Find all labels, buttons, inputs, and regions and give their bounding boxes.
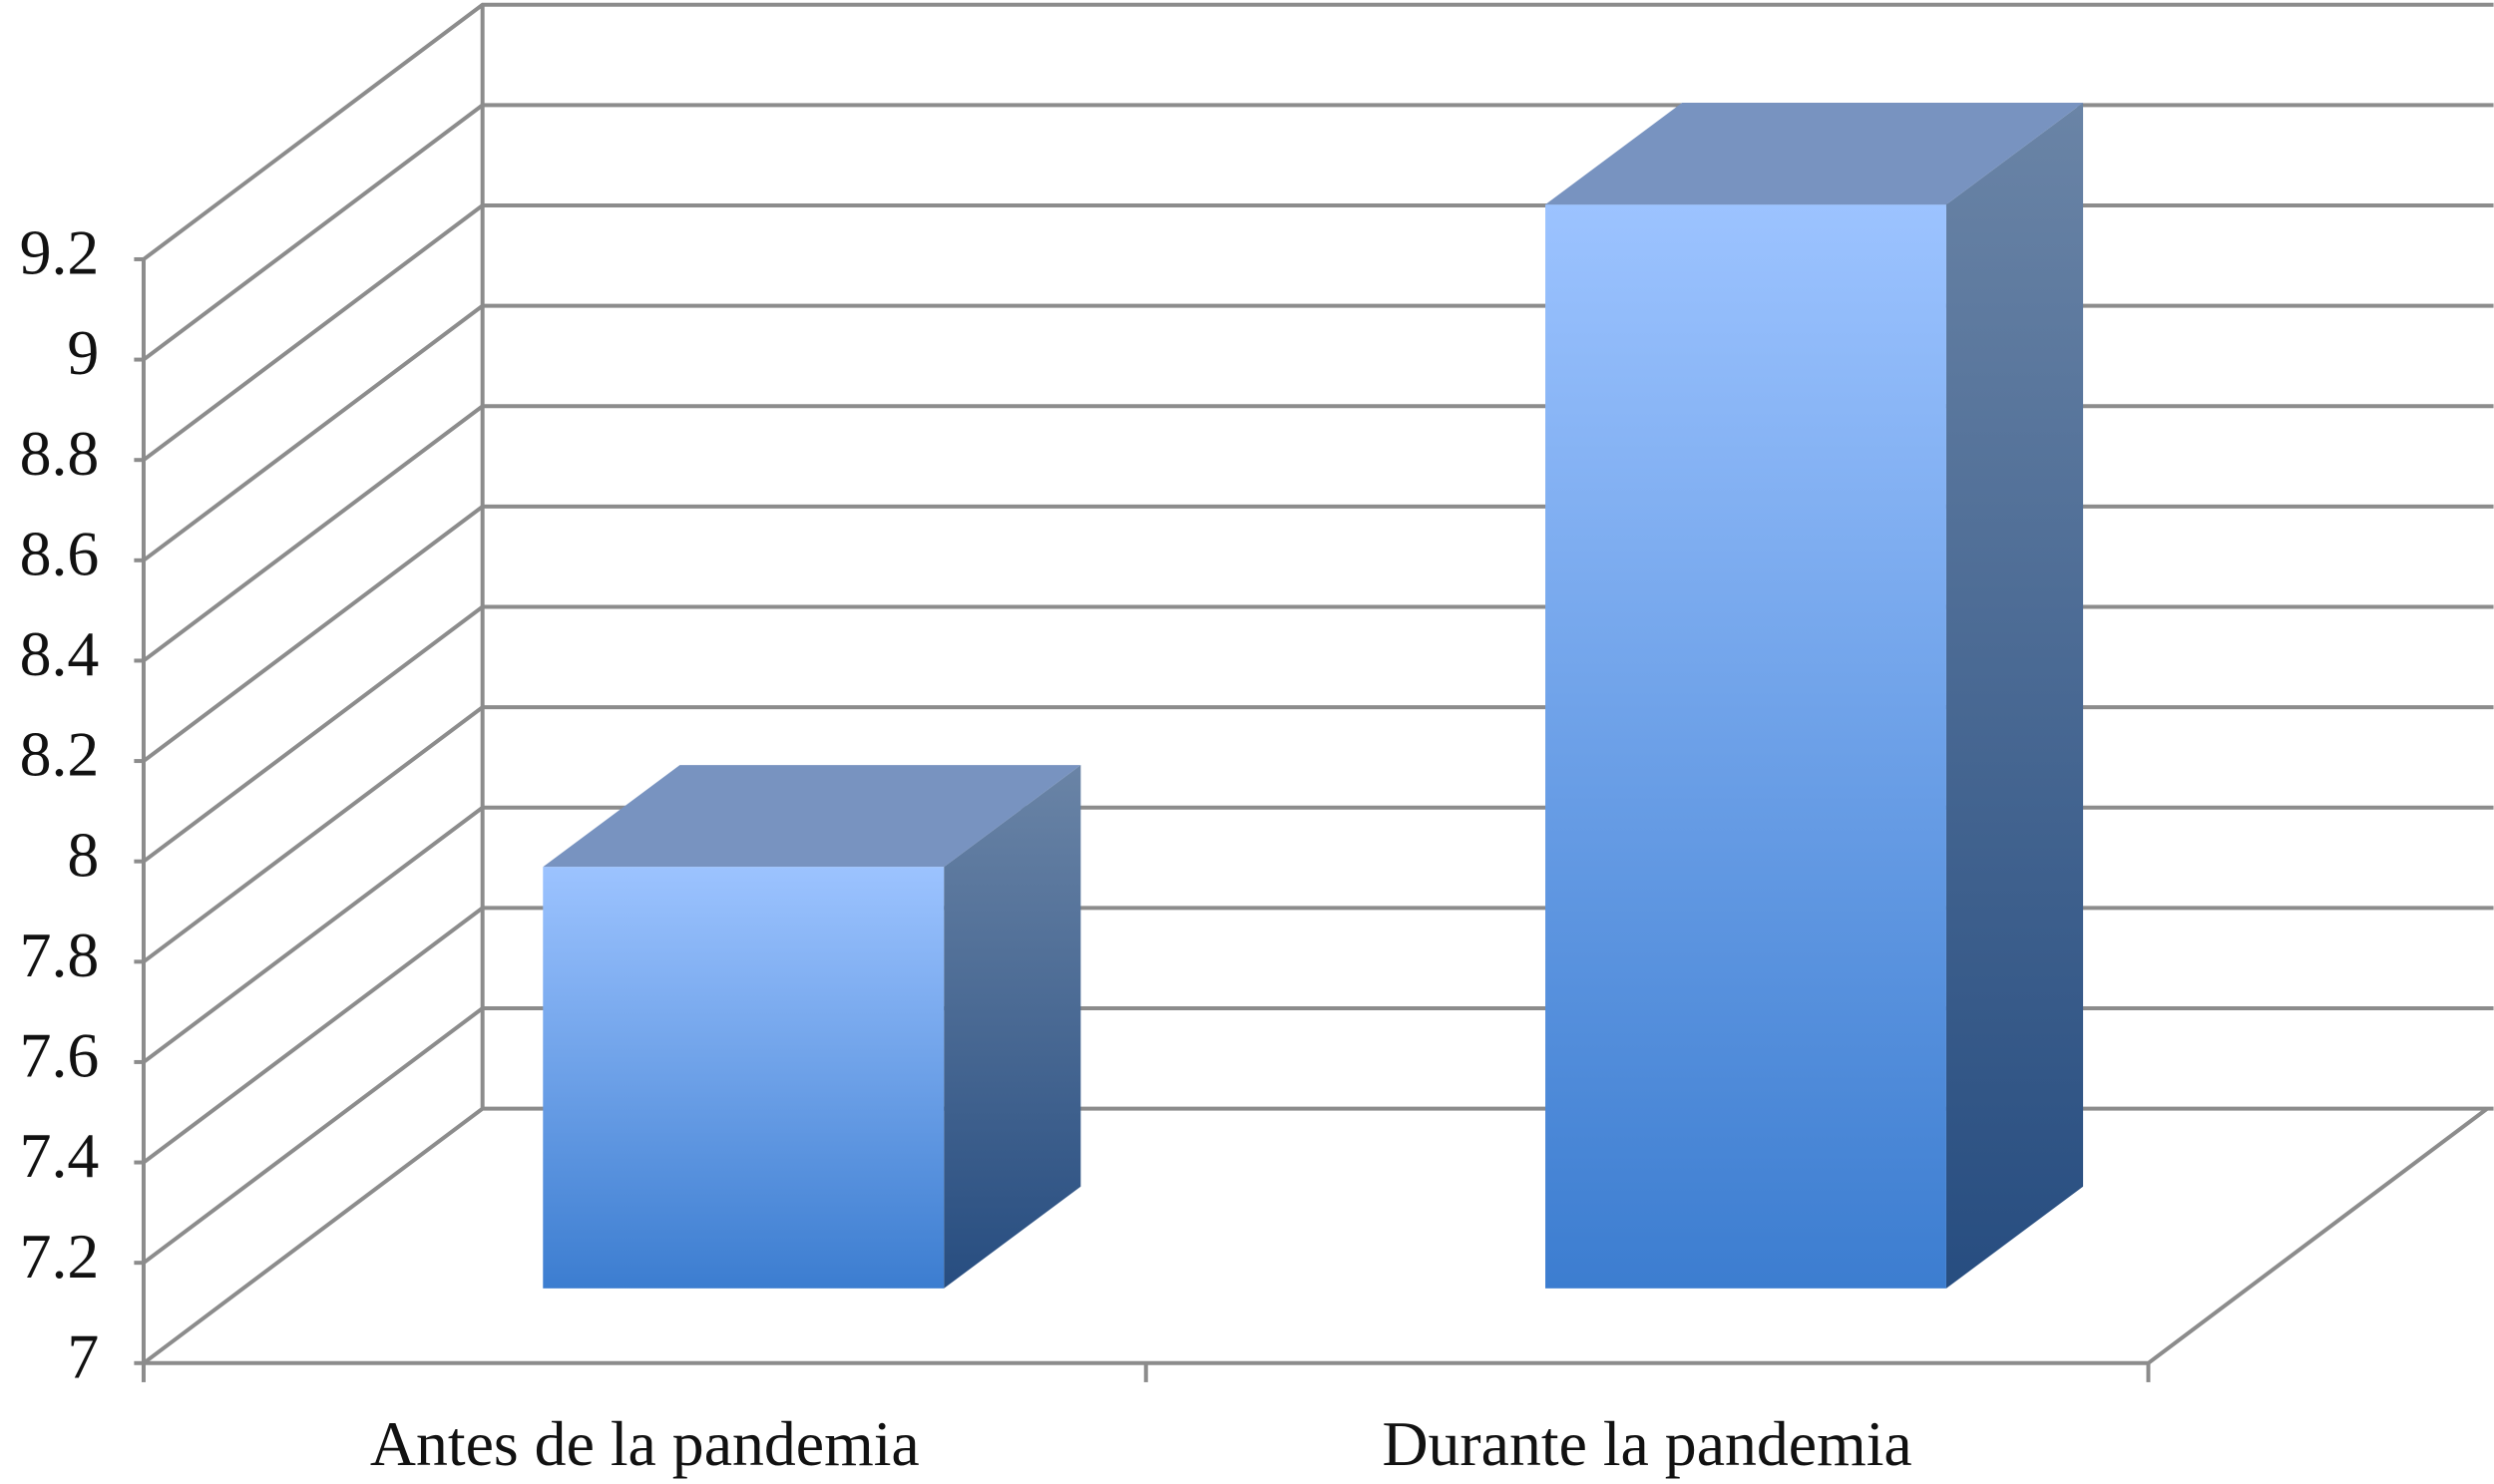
x-tick-label: Durante la pandemia (1382, 1408, 1911, 1479)
y-tick-label: 7.8 (20, 920, 100, 990)
grid-line (142, 604, 2494, 864)
bar-side (944, 765, 1081, 1289)
grid-line (142, 1005, 2494, 1265)
y-tick-label: 7 (67, 1320, 99, 1391)
grid-line (142, 203, 2494, 462)
bar-top (543, 765, 1081, 868)
grid-line (142, 805, 2494, 1064)
y-tick-label: 8.6 (20, 518, 100, 588)
y-tick-label: 8.4 (20, 618, 100, 689)
grid-line (142, 906, 2494, 1165)
grid-line (142, 705, 2494, 963)
bar-top (1545, 103, 2084, 205)
x-tick-label: Antes de la pandemia (370, 1408, 920, 1479)
grid-line (142, 103, 2494, 362)
bar-side (1945, 103, 2084, 1289)
grid-line (142, 504, 2494, 763)
y-tick-label: 7.4 (20, 1120, 100, 1191)
grid-line (142, 404, 2494, 663)
grid-line (142, 303, 2494, 562)
bar (1545, 204, 1946, 1289)
grid-line (142, 1106, 2494, 1365)
y-tick-label: 9 (67, 317, 99, 388)
y-tick-label: 8.2 (20, 719, 100, 790)
y-tick-label: 8.8 (20, 418, 100, 489)
grid-line (142, 2, 2494, 261)
floor (143, 1107, 2489, 1365)
y-tick-label: 9.2 (20, 217, 100, 288)
y-tick-label: 7.2 (20, 1221, 100, 1292)
y-tick-label: 8 (67, 819, 99, 890)
bar (543, 867, 945, 1289)
y-tick-label: 7.6 (20, 1020, 100, 1091)
